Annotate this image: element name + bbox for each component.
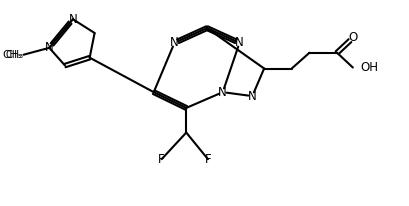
Text: N: N — [234, 36, 243, 49]
Text: F: F — [204, 153, 211, 166]
Text: N: N — [218, 86, 227, 99]
Text: CH₃: CH₃ — [2, 50, 22, 60]
Text: N: N — [170, 36, 178, 49]
Text: OH: OH — [360, 61, 378, 74]
Text: CH₃: CH₃ — [5, 50, 24, 60]
Text: N: N — [68, 13, 77, 26]
Text: O: O — [347, 32, 357, 44]
Text: N: N — [247, 90, 256, 103]
Text: N: N — [45, 41, 54, 54]
Text: F: F — [158, 153, 164, 166]
